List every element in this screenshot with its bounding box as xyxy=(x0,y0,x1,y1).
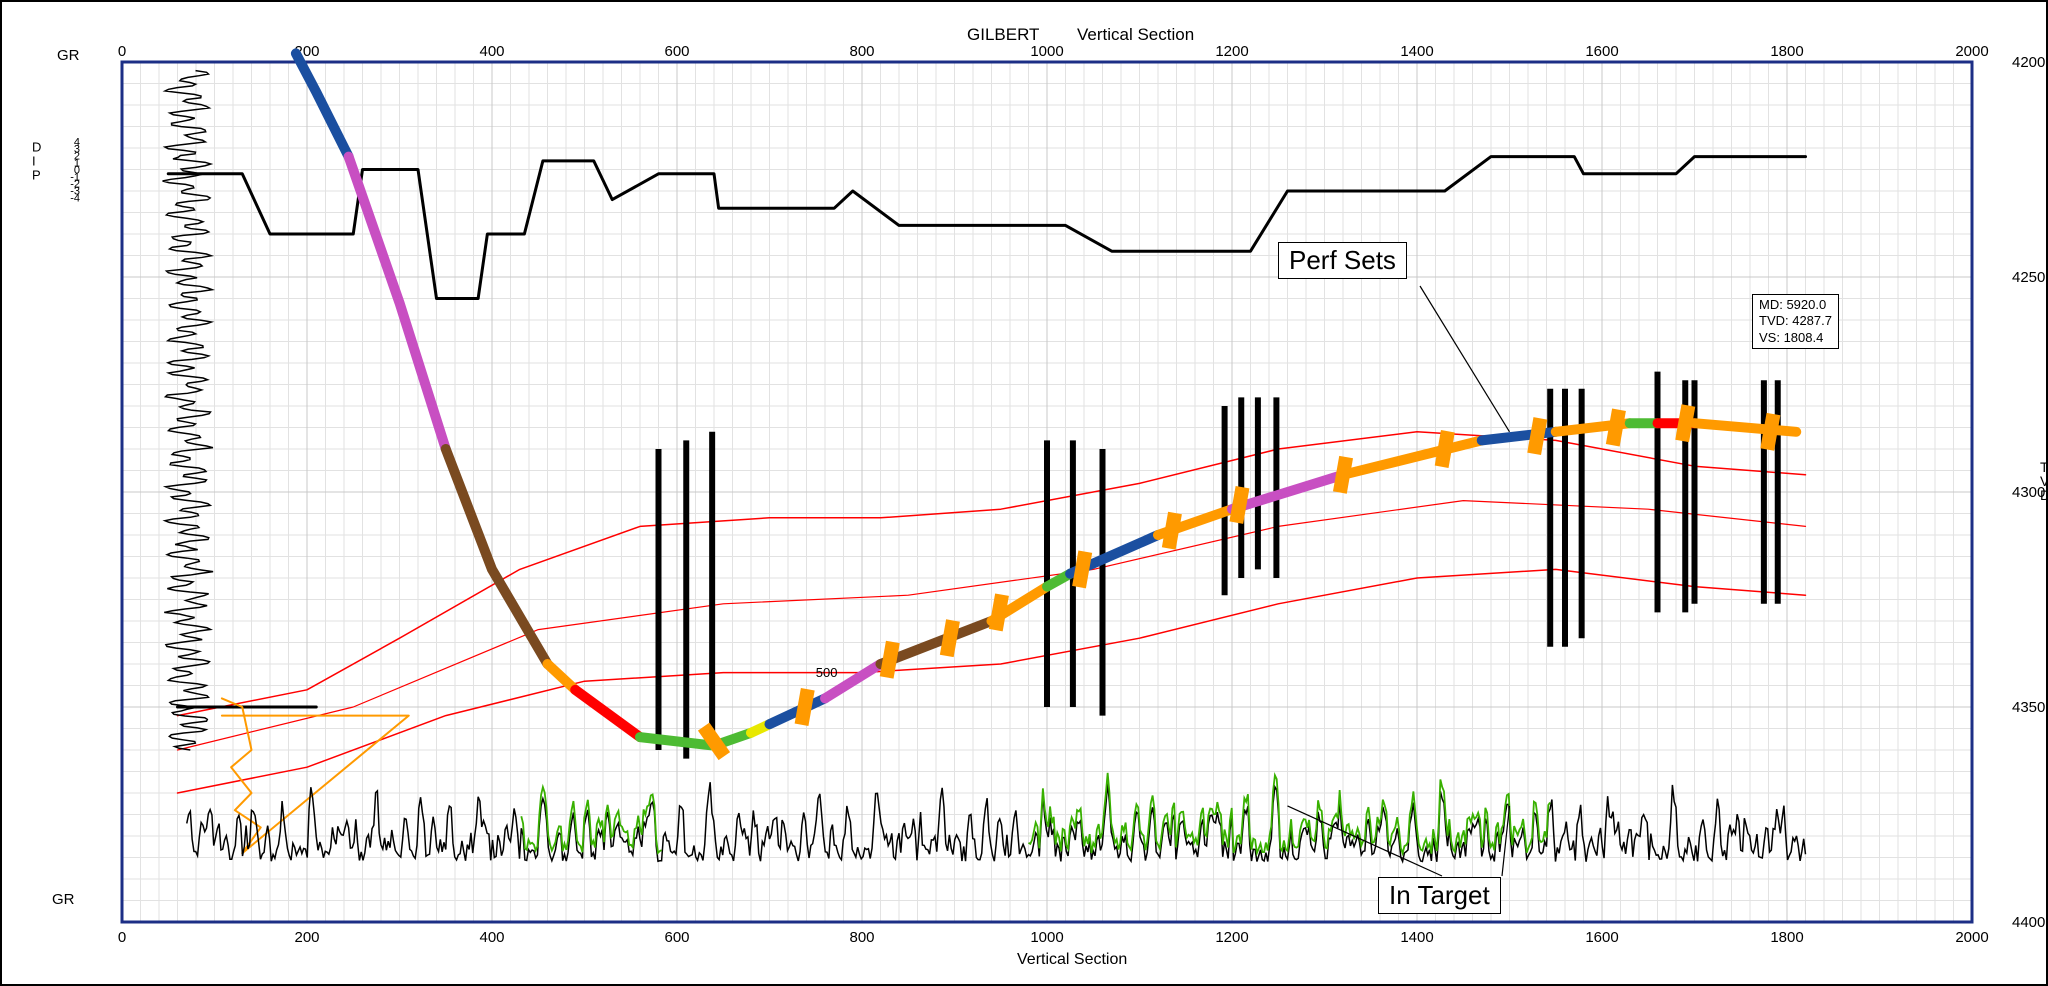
svg-text:600: 600 xyxy=(664,43,689,60)
svg-text:2000: 2000 xyxy=(1955,43,1988,60)
svg-text:600: 600 xyxy=(664,929,689,946)
svg-text:0: 0 xyxy=(118,43,126,60)
svg-text:GR: GR xyxy=(57,47,80,64)
perf-sets-label: Perf Sets xyxy=(1278,242,1407,279)
svg-text:4400: 4400 xyxy=(2012,914,2045,931)
svg-text:GILBERT: GILBERT xyxy=(967,25,1039,44)
svg-text:800: 800 xyxy=(849,929,874,946)
svg-text:0: 0 xyxy=(118,929,126,946)
svg-text:GR: GR xyxy=(52,891,75,908)
svg-text:2000: 2000 xyxy=(1955,929,1988,946)
svg-text:1600: 1600 xyxy=(1585,929,1618,946)
endpoint-data-label: MD: 5920.0 TVD: 4287.7 VS: 1808.4 xyxy=(1752,294,1839,349)
svg-text:4200: 4200 xyxy=(2012,54,2045,71)
svg-text:1000: 1000 xyxy=(1030,43,1063,60)
svg-text:1200: 1200 xyxy=(1215,43,1248,60)
svg-text:1400: 1400 xyxy=(1400,929,1433,946)
svg-text:Vertical Section: Vertical Section xyxy=(1077,25,1194,44)
svg-text:200: 200 xyxy=(294,929,319,946)
svg-text:500: 500 xyxy=(816,665,838,680)
svg-text:4350: 4350 xyxy=(2012,699,2045,716)
svg-text:400: 400 xyxy=(479,929,504,946)
svg-text:1000: 1000 xyxy=(1030,929,1063,946)
svg-text:1800: 1800 xyxy=(1770,929,1803,946)
in-target-label: In Target xyxy=(1378,877,1501,914)
geosteering-chart: GILBERT Vertical Section Vertical Section 0… xyxy=(0,0,2048,986)
svg-text:Vertical Section: Vertical Section xyxy=(1017,951,1127,968)
svg-text:TVD: TVD xyxy=(2040,459,2046,503)
chart-svg: GILBERT Vertical Section Vertical Section 0… xyxy=(2,2,2046,984)
svg-text:-4: -4 xyxy=(70,193,80,205)
svg-text:4250: 4250 xyxy=(2012,269,2045,286)
svg-text:400: 400 xyxy=(479,43,504,60)
svg-text:1400: 1400 xyxy=(1400,43,1433,60)
svg-text:DIP: DIP xyxy=(32,140,41,183)
svg-text:1200: 1200 xyxy=(1215,929,1248,946)
svg-text:1600: 1600 xyxy=(1585,43,1618,60)
svg-text:1800: 1800 xyxy=(1770,43,1803,60)
svg-text:800: 800 xyxy=(849,43,874,60)
